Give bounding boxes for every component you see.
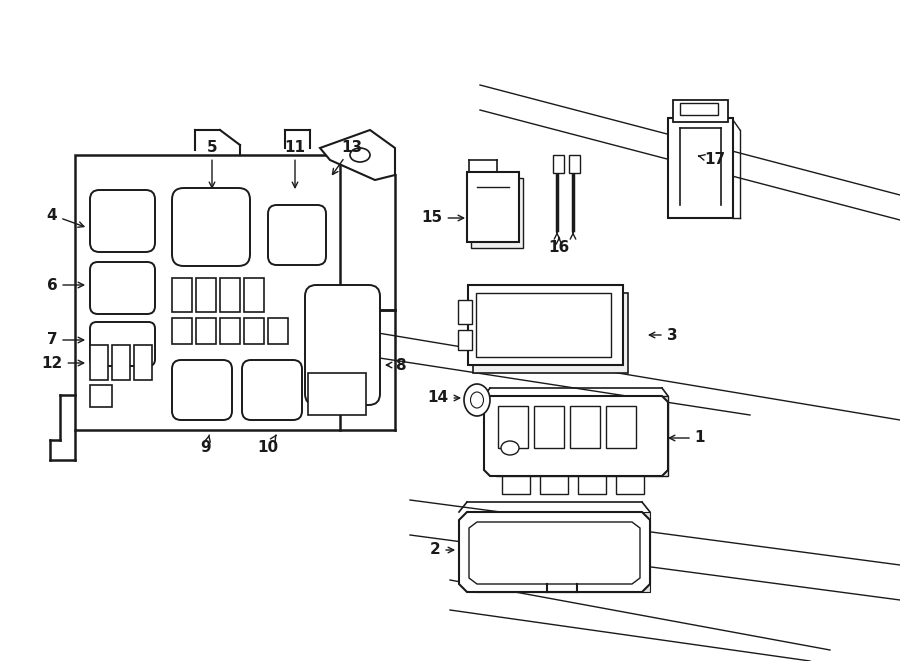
Bar (553, 155, 564, 173)
Text: 10: 10 (257, 435, 279, 455)
FancyBboxPatch shape (172, 188, 250, 266)
Bar (196, 318, 216, 344)
Bar (112, 345, 130, 380)
FancyBboxPatch shape (90, 322, 155, 366)
Bar (475, 512, 650, 592)
Text: 9: 9 (201, 435, 212, 455)
Ellipse shape (501, 441, 519, 455)
Text: 13: 13 (332, 139, 363, 175)
Ellipse shape (350, 148, 370, 162)
Polygon shape (484, 396, 668, 476)
Bar (471, 178, 523, 248)
Polygon shape (469, 522, 640, 584)
Text: 7: 7 (47, 332, 84, 348)
Bar (473, 293, 628, 373)
Polygon shape (459, 512, 650, 592)
FancyBboxPatch shape (268, 205, 326, 265)
Bar (468, 285, 623, 365)
Ellipse shape (464, 384, 490, 416)
Text: 11: 11 (284, 139, 305, 188)
Bar (673, 100, 728, 122)
Text: 4: 4 (47, 208, 84, 227)
Bar (196, 278, 216, 312)
Bar (458, 330, 472, 350)
Bar (268, 318, 288, 344)
Polygon shape (320, 130, 395, 180)
FancyBboxPatch shape (90, 262, 155, 314)
Text: 2: 2 (429, 543, 454, 557)
Bar (606, 406, 636, 448)
Bar (90, 385, 112, 407)
Bar (540, 476, 568, 494)
Text: 3: 3 (649, 327, 678, 342)
Bar (244, 318, 264, 344)
Bar (616, 476, 644, 494)
Bar (467, 172, 519, 242)
FancyBboxPatch shape (305, 285, 380, 405)
Text: 15: 15 (421, 210, 464, 225)
Bar (134, 345, 152, 380)
Bar (308, 373, 366, 415)
Bar (75, 155, 340, 430)
Text: 8: 8 (386, 358, 405, 373)
FancyBboxPatch shape (242, 360, 302, 420)
Bar (172, 318, 192, 344)
Bar (496, 396, 668, 476)
Text: 6: 6 (47, 278, 84, 293)
FancyBboxPatch shape (172, 360, 232, 420)
Text: 14: 14 (428, 391, 460, 405)
FancyBboxPatch shape (90, 190, 155, 252)
Text: 5: 5 (207, 139, 217, 188)
Bar (578, 476, 606, 494)
Bar (569, 155, 580, 173)
Text: 17: 17 (698, 153, 725, 167)
Bar (680, 103, 718, 115)
Text: 16: 16 (548, 238, 570, 256)
Bar (172, 278, 192, 312)
Ellipse shape (471, 392, 483, 408)
Text: 1: 1 (670, 430, 706, 446)
Bar (476, 293, 611, 357)
Bar (502, 476, 530, 494)
Bar (498, 406, 528, 448)
Bar (458, 300, 472, 324)
Bar (220, 278, 240, 312)
Text: 12: 12 (41, 356, 84, 371)
Bar (90, 345, 108, 380)
Bar (570, 406, 600, 448)
Bar (534, 406, 564, 448)
Bar (220, 318, 240, 344)
Bar (668, 118, 733, 218)
Bar (244, 278, 264, 312)
